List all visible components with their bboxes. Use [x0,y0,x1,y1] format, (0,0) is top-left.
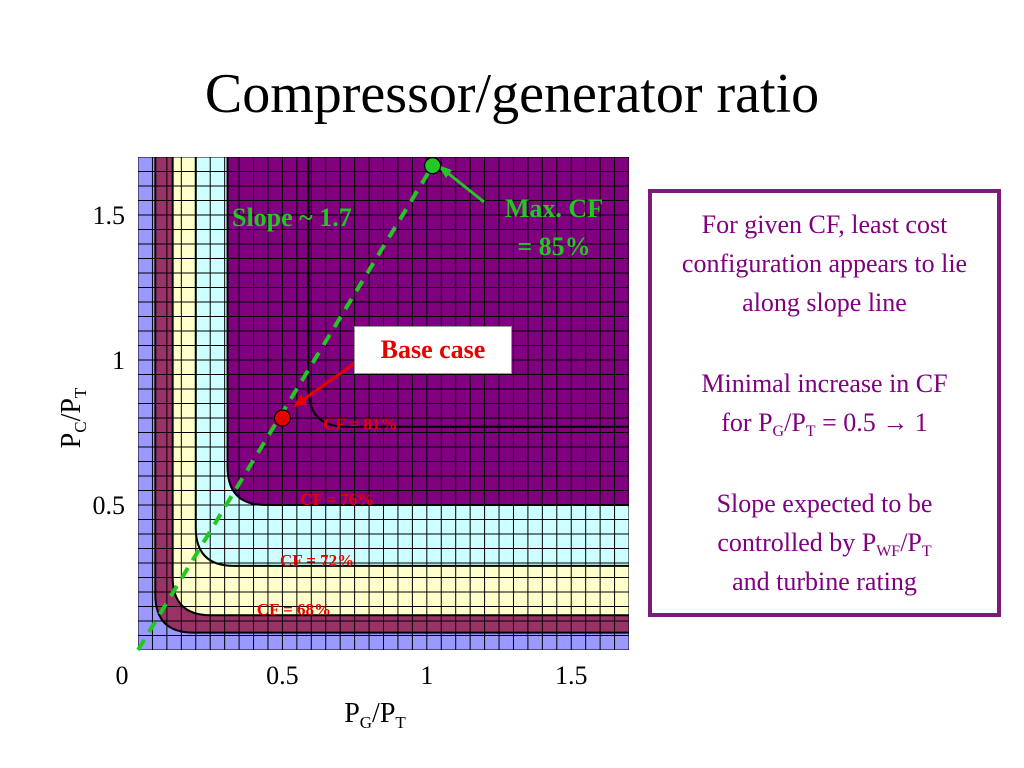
contour-label: CF = 76% [300,490,374,509]
x-tick-label: 1 [420,661,433,690]
base-case-arrowhead [293,394,307,407]
contour-line-0 [154,157,629,634]
max-cf-label-line2: = 85% [517,232,590,261]
y-axis-label: PC/PT [56,387,90,448]
contour-label: CF = 81% [323,415,397,434]
x-tick-label: 0.5 [266,661,299,690]
contour-line-4 [307,157,629,428]
y-tick-label: 1 [112,346,125,375]
slope-label: Slope ~ 1.7 [232,203,352,232]
base-case-arrow [299,361,356,404]
contour-regions [138,157,629,650]
y-tick-label: 0.5 [93,491,126,520]
slide-title: Compressor/generator ratio [204,63,820,125]
x-tick-label: 0 [116,661,129,690]
grid [138,157,629,650]
contour-label: CF = 72% [280,551,354,570]
max-cf-arrowhead [438,165,452,178]
note-paragraph-1: For given CF, least cost configuration a… [681,210,968,317]
max-cf-arrow [443,168,485,204]
y-tick-label: 1.5 [93,201,126,230]
axis-ticks: 0 0.5 1 1.5 0.5 1 1.5 [93,201,588,690]
x-tick-label: 1.5 [555,661,588,690]
note-paragraph-3: Slope expected to be controlled by PWF/P… [716,489,933,596]
base-case-label: Base case [354,326,512,374]
contour-labels: CF = 68% CF = 72% CF = 76% CF = 81% [257,415,398,620]
base-case-point [273,409,292,427]
max-cf-label-line1: Max. CF [505,194,603,223]
slope-line [136,164,435,652]
note-paragraph-2: Minimal increase in CF for PG/PT = 0.5 →… [701,369,948,440]
notes-box: For given CF, least cost configuration a… [648,189,1001,617]
contour-line-1 [171,157,629,617]
contour-label: CF = 68% [257,600,331,619]
x-axis-label: PG/PT [344,698,406,732]
max-cf-point [424,157,442,175]
